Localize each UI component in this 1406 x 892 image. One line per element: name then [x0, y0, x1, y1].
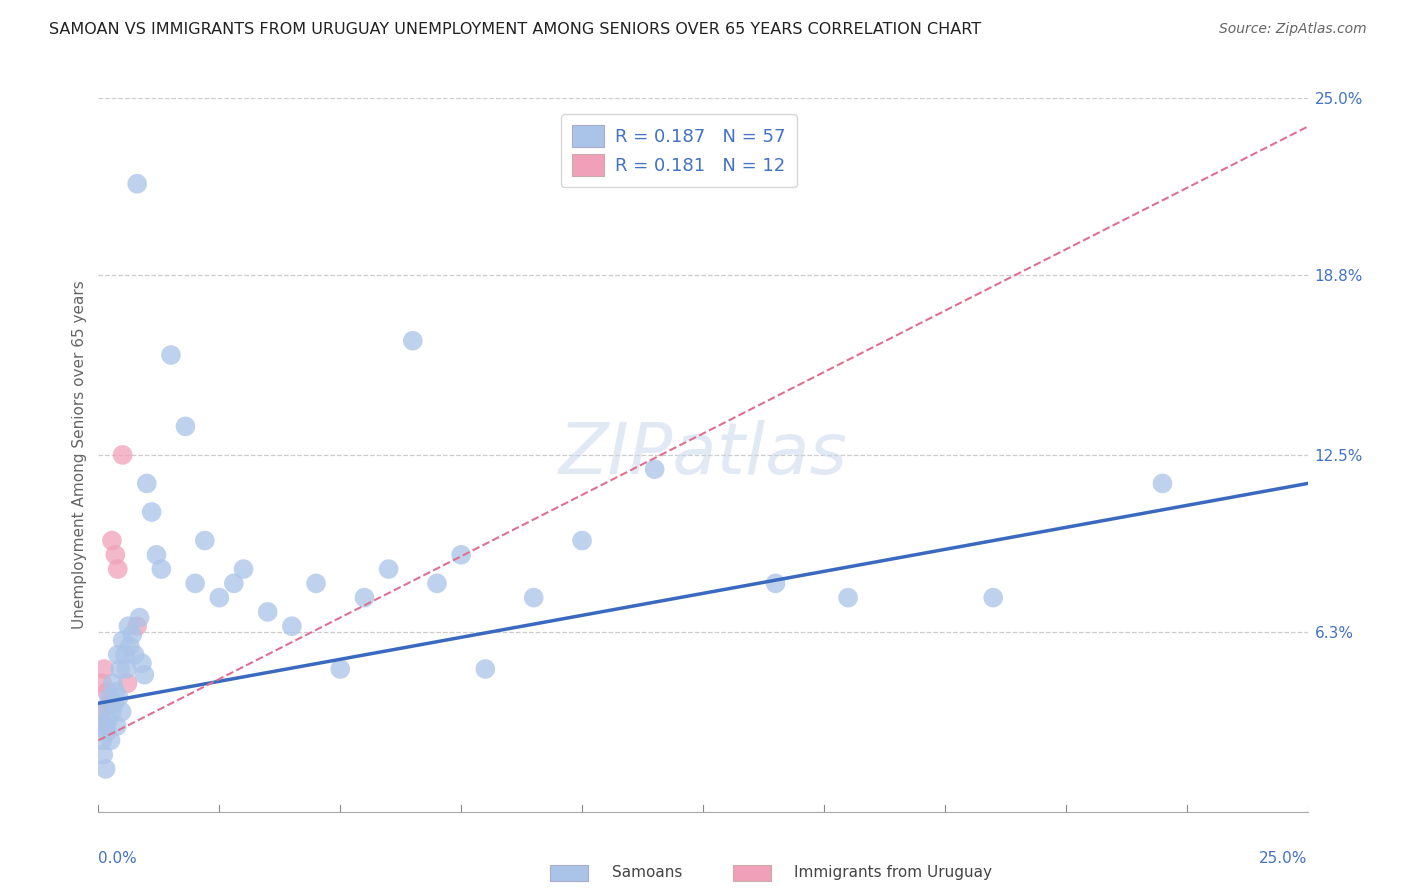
Point — [94, 762, 117, 776]
Point — [93, 662, 115, 676]
Point — [474, 662, 496, 676]
Point — [117, 619, 139, 633]
Point — [103, 696, 125, 710]
Point — [94, 719, 117, 733]
Point — [222, 576, 245, 591]
Point — [111, 633, 134, 648]
Point — [100, 733, 122, 747]
Point — [114, 648, 136, 662]
Point — [121, 628, 143, 642]
Y-axis label: Unemployment Among Seniors over 65 years: Unemployment Among Seniors over 65 years — [72, 281, 87, 629]
Point — [104, 548, 127, 562]
Point — [184, 576, 207, 591]
Point — [105, 719, 128, 733]
Point — [523, 591, 546, 605]
Point — [91, 676, 114, 690]
Point — [837, 591, 859, 605]
Point — [124, 648, 146, 662]
Point — [256, 605, 278, 619]
Point — [107, 648, 129, 662]
Point — [101, 676, 124, 690]
Point — [128, 610, 150, 624]
Point — [91, 733, 114, 747]
Point — [127, 619, 149, 633]
Point — [232, 562, 254, 576]
Point — [111, 448, 134, 462]
Point — [135, 476, 157, 491]
Point — [107, 562, 129, 576]
Text: Source: ZipAtlas.com: Source: ZipAtlas.com — [1219, 22, 1367, 37]
Bar — [551, 865, 589, 881]
Point — [426, 576, 449, 591]
Point — [111, 705, 134, 719]
Point — [118, 639, 141, 653]
Point — [90, 705, 112, 719]
Point — [98, 696, 121, 710]
Point — [402, 334, 425, 348]
Point — [174, 419, 197, 434]
Point — [96, 724, 118, 739]
Text: Samoans: Samoans — [612, 865, 682, 880]
Point — [644, 462, 666, 476]
Point — [141, 505, 163, 519]
Point — [131, 657, 153, 671]
Point — [194, 533, 217, 548]
Point — [127, 177, 149, 191]
Point — [353, 591, 375, 605]
Text: ZIPatlas: ZIPatlas — [558, 420, 848, 490]
Point — [765, 576, 787, 591]
Point — [108, 662, 131, 676]
Point — [281, 619, 304, 633]
Point — [377, 562, 399, 576]
Bar — [734, 865, 772, 881]
Point — [450, 548, 472, 562]
Point — [134, 667, 156, 681]
Point — [1152, 476, 1174, 491]
Point — [107, 690, 129, 705]
Point — [101, 533, 124, 548]
Text: Immigrants from Uruguay: Immigrants from Uruguay — [794, 865, 993, 880]
Point — [160, 348, 183, 362]
Point — [90, 705, 112, 719]
Point — [145, 548, 167, 562]
Text: 0.0%: 0.0% — [98, 851, 138, 866]
Point — [93, 719, 115, 733]
Point — [305, 576, 328, 591]
Point — [101, 705, 124, 719]
Point — [981, 591, 1004, 605]
Point — [98, 690, 121, 705]
Point — [117, 676, 139, 690]
Point — [91, 747, 114, 762]
Point — [150, 562, 173, 576]
Point — [96, 685, 118, 699]
Point — [571, 533, 593, 548]
Text: 25.0%: 25.0% — [1260, 851, 1308, 866]
Point — [329, 662, 352, 676]
Point — [97, 714, 120, 728]
Text: SAMOAN VS IMMIGRANTS FROM URUGUAY UNEMPLOYMENT AMONG SENIORS OVER 65 YEARS CORRE: SAMOAN VS IMMIGRANTS FROM URUGUAY UNEMPL… — [49, 22, 981, 37]
Point — [115, 662, 138, 676]
Point — [104, 685, 127, 699]
Point — [208, 591, 231, 605]
Legend: R = 0.187   N = 57, R = 0.181   N = 12: R = 0.187 N = 57, R = 0.181 N = 12 — [561, 114, 797, 187]
